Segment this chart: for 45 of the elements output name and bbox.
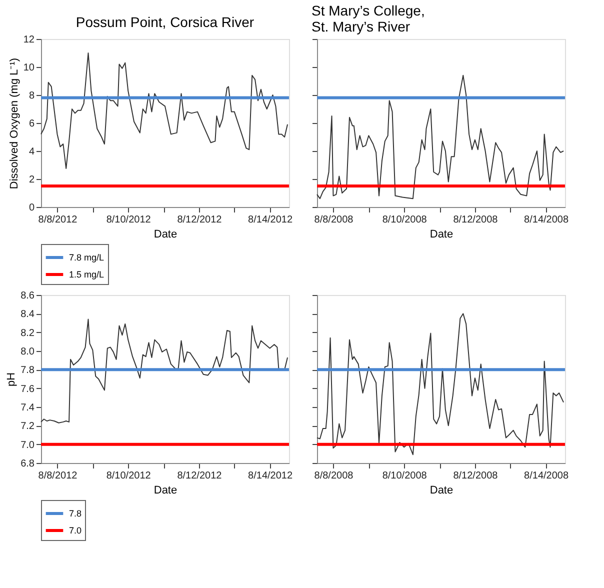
x-axis-title: Date: [154, 228, 178, 240]
x-tick-label: 8/12/2012: [177, 214, 222, 226]
x-tick-label: 8/12/2008: [453, 470, 498, 482]
y-tick-label: 8.6: [20, 290, 35, 302]
x-tick-label: 8/10/2008: [382, 214, 428, 226]
y-tick-label: 7.8: [20, 365, 35, 376]
y-tick-label: 0: [28, 202, 35, 214]
x-axis-title: Date: [430, 484, 454, 496]
legend-label: 7.8 mg/L: [69, 252, 104, 262]
y-tick-label: 6: [28, 118, 35, 130]
y-tick-label: 8: [28, 90, 35, 102]
y-axis-title: pH: [6, 372, 18, 387]
x-tick-label: 8/8/2012: [38, 214, 78, 226]
legend-label: 7.8: [69, 508, 82, 518]
x-tick-label: 8/8/2012: [38, 470, 78, 482]
chart-title: St Mary’s College, St. Mary’s River: [312, 2, 425, 34]
x-tick-label: 8/12/2008: [453, 214, 498, 226]
x-axis-title: Date: [430, 228, 454, 240]
x-tick-label: 8/10/2008: [382, 470, 428, 482]
x-tick-label: 8/14/2008: [524, 214, 569, 226]
y-tick-label: 7.0: [20, 440, 35, 451]
y-tick-label: 8.2: [20, 328, 35, 339]
chart-title: Possum Point, Corsica River: [76, 14, 254, 30]
legend-label: 7.0: [69, 526, 82, 536]
y-tick-label: 7.2: [20, 421, 35, 432]
x-tick-label: 8/8/2008: [314, 214, 354, 226]
x-tick-label: 8/14/2012: [248, 214, 293, 226]
y-tick-label: 7.4: [20, 402, 35, 414]
x-tick-label: 8/14/2012: [248, 470, 293, 482]
x-tick-label: 8/14/2008: [524, 470, 569, 482]
y-tick-label: 12: [23, 34, 35, 46]
x-tick-label: 8/8/2008: [314, 470, 354, 482]
y-tick-label: 10: [23, 62, 35, 74]
y-tick-label: 7.6: [20, 384, 35, 395]
x-tick-label: 8/12/2012: [177, 470, 222, 482]
y-tick-label: 8.0: [20, 346, 35, 358]
legend-label: 1.5 mg/L: [69, 270, 104, 280]
y-tick-label: 6.8: [20, 458, 35, 470]
x-tick-label: 8/10/2012: [106, 214, 152, 226]
y-tick-label: 2: [28, 174, 35, 186]
x-axis-title: Date: [154, 484, 178, 496]
y-tick-label: 4: [28, 146, 35, 158]
y-axis-title: Dissolved Oxygen (mg L⁻¹): [8, 58, 20, 190]
x-tick-label: 8/10/2012: [106, 470, 152, 482]
y-tick-label: 8.4: [20, 309, 35, 320]
